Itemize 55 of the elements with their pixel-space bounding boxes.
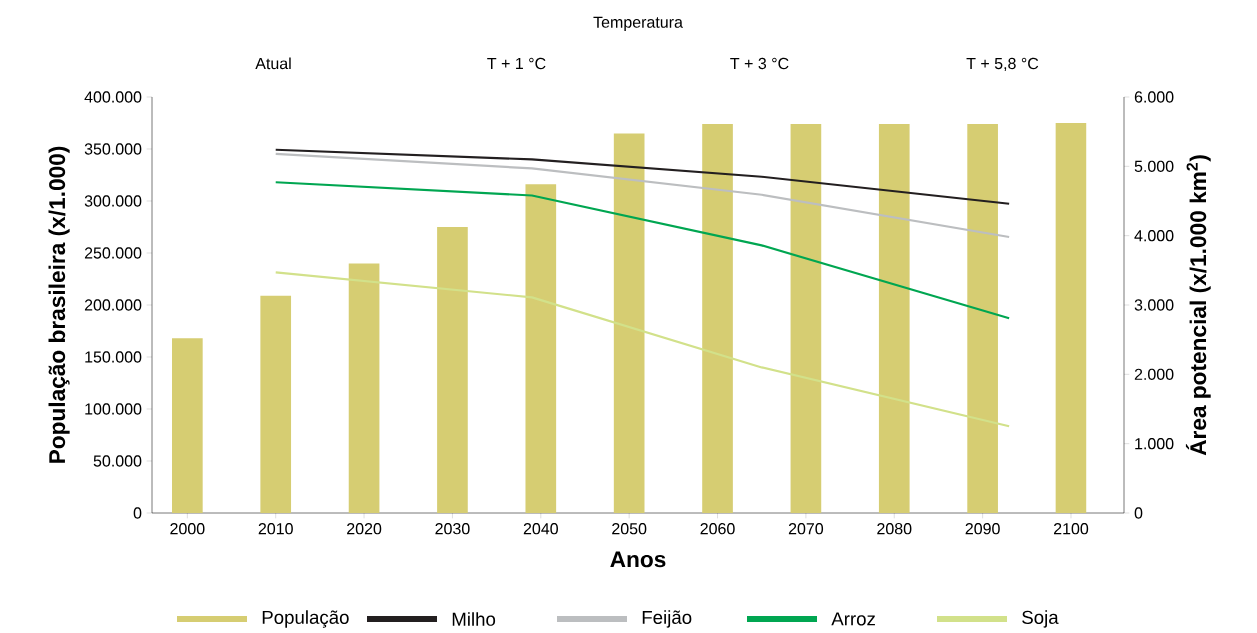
y-axis-title: População brasileira (x/1.000) — [48, 146, 70, 463]
y2-axis-title: Área potencial (x/1.000 km$^{2}$) — [1185, 155, 1211, 456]
x-tick-label: 2090 — [965, 523, 1000, 535]
y2-tick-label: 3.000 — [1134, 299, 1174, 311]
bar — [1055, 123, 1087, 513]
x-tick-label: 2080 — [877, 523, 912, 535]
line-series — [274, 152, 1011, 239]
bar — [525, 184, 557, 513]
legend-label: Arroz — [831, 612, 875, 626]
y-tick-label: 350.000 — [84, 143, 142, 155]
y2-tick-label: 0 — [1134, 507, 1143, 519]
line-series — [274, 181, 1011, 320]
text: Temperatura — [593, 16, 683, 31]
y2-tick-label: 6.000 — [1134, 91, 1174, 103]
y2-tick-label: 2.000 — [1134, 368, 1174, 380]
x-tick-label: 2020 — [347, 523, 382, 535]
line-series — [274, 148, 1011, 205]
x-tick-label: 2050 — [612, 523, 647, 535]
legend-label: População — [262, 610, 349, 628]
text: T + 1 °C — [487, 57, 546, 70]
text: Atual — [255, 57, 291, 70]
y-tick-label: 50.000 — [93, 455, 142, 467]
y-tick-label: 150.000 — [85, 351, 142, 363]
x-tick-label: 2060 — [700, 523, 735, 535]
y-tick-label: 400.000 — [84, 91, 142, 103]
bar — [878, 124, 910, 513]
bar — [172, 338, 203, 513]
x-tick-label: 2010 — [258, 523, 293, 535]
bar — [967, 124, 998, 513]
y-tick-label: 100.000 — [85, 403, 142, 415]
x-tick-label: 2040 — [523, 523, 558, 535]
x-tick-label: 2000 — [170, 523, 205, 535]
bar — [790, 124, 822, 513]
y-tick-label: 200.000 — [84, 299, 142, 311]
y2-tick-label: 5.000 — [1134, 160, 1174, 172]
x-tick-label: 2070 — [788, 523, 824, 535]
y-tick-label: 300.000 — [84, 195, 142, 207]
x-tick-label: 2100 — [1053, 523, 1089, 535]
bar — [702, 124, 733, 513]
text: T + 3 °C — [730, 57, 789, 70]
line-series — [274, 271, 1011, 428]
legend-label: Soja — [1022, 610, 1059, 628]
legend-label: Feijão — [642, 610, 692, 628]
bar — [348, 263, 380, 513]
y2-tick-label: 4.000 — [1134, 230, 1174, 242]
bar — [260, 295, 292, 513]
x-tick-label: 2030 — [435, 523, 470, 535]
text: T + 5,8 °C — [966, 57, 1039, 72]
bar — [437, 227, 468, 513]
y-tick-label: 0 — [133, 507, 142, 519]
y-tick-label: 250.000 — [84, 247, 142, 259]
legend-label: Milho — [452, 612, 496, 626]
bar — [613, 133, 645, 513]
y2-tick-label: 1.000 — [1135, 438, 1174, 450]
x-axis-title: Anos — [610, 551, 666, 568]
